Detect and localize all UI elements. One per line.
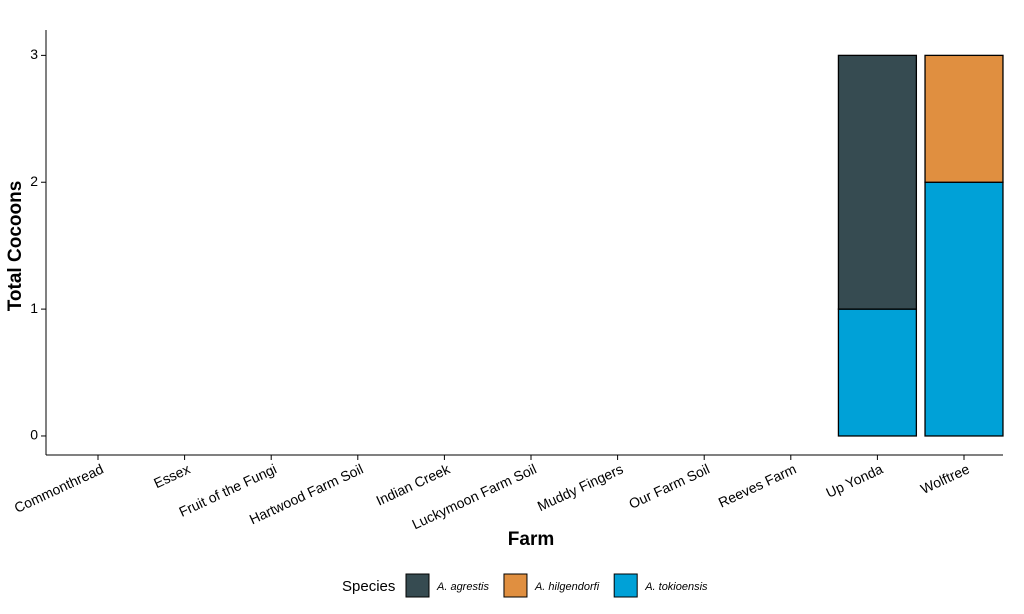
bar-segment: [837, 54, 918, 310]
x-tick-label: Muddy Fingers: [535, 461, 626, 515]
legend-label: A. hilgendorfi: [534, 581, 600, 593]
y-tick-label: 2: [30, 173, 38, 189]
y-tick-label: 3: [30, 46, 38, 62]
bar-segment: [837, 308, 918, 437]
x-tick-label: Up Yonda: [823, 460, 885, 500]
legend-label: A. tokioensis: [644, 581, 708, 593]
x-tick-label: Essex: [151, 461, 192, 492]
legend-key: [503, 573, 528, 598]
legend-key: [405, 573, 430, 598]
x-tick-label: Wolftree: [918, 460, 972, 497]
x-axis-title: Farm: [508, 529, 554, 550]
legend-title: Species: [342, 578, 395, 595]
y-tick-label: 1: [30, 300, 38, 316]
y-tick-label: 0: [30, 427, 38, 443]
x-tick-label: Reeves Farm: [716, 461, 799, 511]
y-axis-title: Total Cocoons: [5, 181, 26, 312]
x-tick-label: Indian Creek: [374, 460, 454, 508]
legend-label: A. agrestis: [436, 581, 489, 593]
bar-segment: [924, 181, 1004, 437]
bar-segment: [924, 54, 1004, 183]
x-tick-label: Our Farm Soil: [626, 461, 712, 512]
legend-key: [613, 573, 638, 598]
x-tick-label: Commonthread: [12, 461, 106, 516]
